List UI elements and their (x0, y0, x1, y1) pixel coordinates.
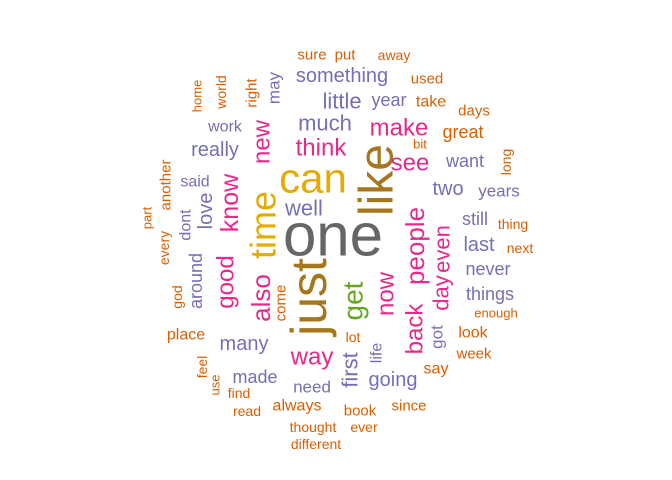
word-away: away (378, 47, 411, 63)
word-work: work (207, 119, 243, 136)
word-week: week (455, 346, 492, 363)
word-long: long (498, 149, 514, 175)
word-many: many (220, 333, 269, 355)
word-another: another (158, 160, 175, 211)
word-place: place (167, 327, 205, 344)
word-much: much (298, 111, 352, 136)
word-days: days (458, 103, 490, 120)
word-day: day (429, 275, 454, 310)
word-lot: lot (346, 329, 361, 345)
word-now: now (373, 271, 400, 316)
word-know: know (216, 173, 244, 232)
word-way: way (290, 344, 334, 371)
word-feel: feel (194, 356, 210, 379)
word-right: right (244, 78, 261, 108)
word-two: two (432, 178, 463, 200)
word-around: around (186, 253, 206, 309)
word-just: just (281, 258, 337, 338)
word-little: little (322, 89, 361, 114)
word-may: may (265, 71, 284, 104)
word-never: never (465, 259, 510, 279)
word-ever: ever (350, 419, 378, 435)
word-also: also (246, 274, 276, 322)
word-book: book (344, 403, 377, 420)
word-next: next (507, 240, 534, 256)
word-can: can (279, 155, 347, 202)
word-thing: thing (498, 216, 528, 232)
word-enough: enough (474, 306, 517, 321)
word-life: life (369, 343, 386, 364)
word-even: even (430, 225, 455, 273)
word-first: first (338, 352, 363, 387)
word-every: every (156, 231, 172, 265)
word-new: new (249, 119, 276, 164)
word-think: think (296, 135, 348, 162)
word-thought: thought (290, 419, 337, 435)
word-say: say (424, 361, 449, 378)
word-year: year (371, 90, 406, 110)
word-really: really (191, 139, 239, 161)
word-want: want (445, 151, 484, 171)
word-since: since (391, 398, 426, 415)
word-need: need (293, 378, 331, 397)
word-well: well (284, 196, 323, 221)
word-people: people (400, 207, 430, 285)
word-take: take (416, 94, 446, 111)
word-last: last (463, 234, 495, 256)
word-got: got (428, 325, 447, 349)
word-good: good (213, 255, 240, 308)
word-look: look (458, 325, 488, 342)
word-great: great (442, 122, 483, 142)
word-get: get (338, 281, 369, 320)
word-put: put (335, 47, 357, 64)
word-one: one (283, 202, 383, 269)
word-going: going (369, 369, 418, 391)
word-like: like (351, 144, 404, 216)
word-still: still (462, 209, 488, 229)
word-use: use (208, 375, 223, 396)
word-sure: sure (297, 47, 326, 64)
word-come: come (273, 285, 290, 322)
word-god: god (169, 285, 185, 308)
word-years: years (478, 182, 520, 201)
word-back: back (402, 303, 429, 355)
word-read: read (233, 403, 261, 419)
word-world: world (213, 75, 229, 109)
word-different: different (291, 436, 341, 452)
word-said: said (180, 174, 209, 191)
word-find: find (228, 385, 251, 401)
word-make: make (370, 115, 429, 142)
word-part: part (140, 206, 155, 229)
word-dont: dont (178, 209, 195, 241)
word-home: home (190, 80, 205, 113)
word-time: time (243, 191, 284, 259)
word-made: made (232, 367, 277, 387)
word-see: see (391, 150, 430, 177)
word-always: always (273, 398, 322, 415)
word-used: used (411, 71, 444, 88)
word-something: something (296, 65, 388, 87)
word-bit: bit (413, 137, 427, 152)
word-things: things (466, 284, 514, 304)
word-love: love (195, 193, 217, 230)
